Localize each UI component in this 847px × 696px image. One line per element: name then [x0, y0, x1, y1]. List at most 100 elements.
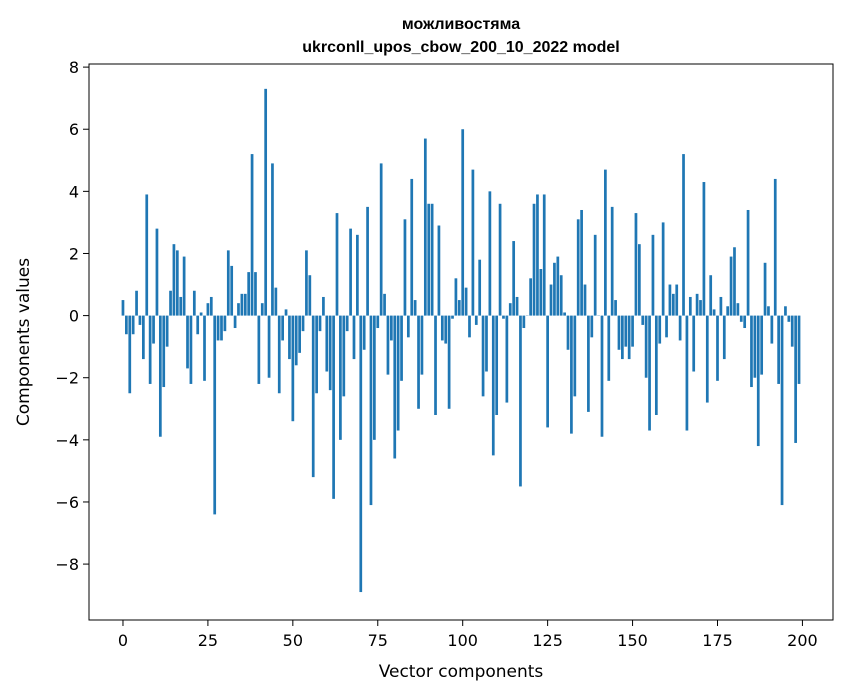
bar-component-79	[390, 315, 393, 341]
bar-component-24	[203, 315, 206, 381]
bar-component-37	[247, 272, 251, 316]
bar-component-171	[702, 182, 706, 316]
bar-component-188	[760, 315, 764, 375]
bar-component-93	[437, 225, 441, 316]
bar-component-131	[566, 315, 570, 350]
bar-component-105	[478, 259, 482, 316]
bar-component-192	[773, 178, 777, 316]
bar-component-72	[366, 206, 369, 316]
bar-component-61	[328, 315, 332, 391]
bar-component-167	[688, 296, 692, 316]
bar-component-138	[590, 315, 594, 338]
bar-component-48	[284, 309, 288, 316]
bar-component-22	[196, 315, 200, 335]
bar-component-67	[349, 228, 352, 316]
bar-component-143	[607, 315, 611, 381]
bar-component-113	[505, 315, 509, 403]
y-axis-title: Components values	[14, 258, 34, 426]
bar-component-6	[142, 315, 145, 360]
bar-component-173	[709, 275, 713, 316]
bar-component-197	[790, 315, 794, 347]
bar-component-195	[784, 306, 787, 316]
bar-component-71	[362, 315, 366, 350]
bar-component-65	[342, 315, 346, 397]
bar-component-30	[223, 315, 227, 332]
bar-component-144	[610, 206, 614, 316]
bar-component-8	[148, 315, 152, 384]
bar-component-121	[532, 203, 536, 316]
bar-component-101	[464, 287, 468, 316]
y-axis: −8 −6 −4 −2 0 2 4 6 8	[55, 58, 89, 574]
bar-component-174	[712, 309, 716, 316]
bar-component-38	[250, 154, 254, 316]
bar-component-177	[722, 315, 726, 360]
bar-component-82	[400, 315, 403, 381]
x-tick-label: 50	[283, 631, 303, 650]
bar-component-92	[434, 315, 437, 415]
x-tick-label: 125	[532, 631, 563, 650]
bar-component-25	[206, 303, 210, 316]
bar-component-109	[491, 315, 495, 456]
bar-component-172	[705, 315, 709, 403]
y-tick-label: 6	[69, 120, 79, 139]
bar-component-145	[614, 300, 617, 316]
bar-component-198	[794, 315, 797, 443]
bar-component-96	[447, 315, 451, 409]
bar-component-99	[457, 300, 461, 316]
bar-component-179	[729, 256, 733, 316]
bar-component-139	[593, 234, 597, 316]
bar-component-14	[169, 290, 172, 316]
bar-component-153	[641, 315, 645, 325]
bar-component-199	[797, 315, 801, 384]
bar-component-90	[427, 203, 431, 316]
bar-component-184	[746, 209, 750, 316]
bar-component-111	[498, 203, 502, 316]
bar-component-7	[145, 194, 149, 316]
bar-component-35	[240, 293, 244, 316]
bar-component-123	[539, 269, 543, 316]
bar-component-176	[719, 296, 723, 316]
bar-component-73	[369, 315, 373, 506]
bar-component-47	[281, 315, 284, 341]
bar-component-152	[638, 244, 641, 316]
bar-component-68	[352, 315, 356, 360]
y-tick-label: 4	[69, 182, 79, 201]
bar-component-108	[488, 191, 492, 316]
bar-component-132	[570, 315, 573, 434]
x-tick-label: 100	[447, 631, 478, 650]
bar-component-17	[179, 296, 183, 316]
bar-component-46	[277, 315, 281, 394]
bar-component-159	[661, 222, 665, 316]
bar-component-15	[172, 244, 176, 316]
bar-component-125	[546, 315, 549, 428]
y-tick-label: −2	[55, 369, 79, 388]
bar-component-127	[553, 262, 556, 316]
bar-component-62	[332, 315, 335, 499]
bar-component-163	[675, 284, 679, 316]
bar-component-102	[468, 315, 471, 338]
bar-component-187	[756, 315, 760, 447]
bar-component-164	[678, 315, 682, 341]
bars	[121, 88, 801, 593]
bar-component-137	[587, 315, 590, 412]
bar-component-161	[668, 284, 672, 316]
bar-component-154	[644, 315, 648, 378]
bar-component-2	[128, 315, 132, 394]
x-tick-label: 25	[198, 631, 218, 650]
bar-component-182	[739, 315, 743, 322]
y-tick-label: 2	[69, 244, 79, 263]
bar-component-60	[325, 315, 329, 372]
bar-component-97	[451, 315, 454, 319]
x-tick-label: 150	[617, 631, 648, 650]
bar-component-112	[502, 315, 505, 319]
bar-component-194	[780, 315, 784, 506]
bar-component-70	[359, 315, 363, 593]
bar-component-4	[135, 290, 138, 316]
bar-component-43	[267, 315, 271, 378]
bar-component-74	[373, 315, 376, 440]
bar-component-27	[213, 315, 217, 515]
bar-component-122	[536, 194, 539, 316]
bar-component-3	[131, 315, 135, 335]
bar-component-189	[763, 262, 767, 316]
